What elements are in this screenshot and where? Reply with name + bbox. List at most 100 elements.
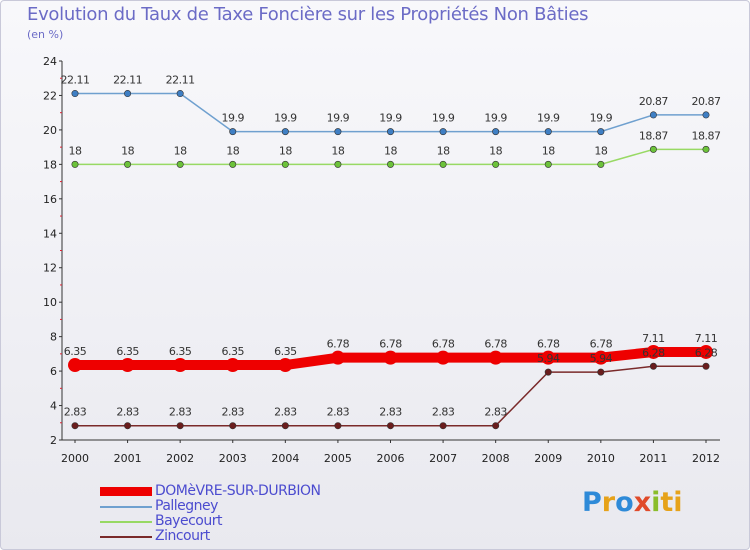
- data-label: 2.83: [379, 406, 402, 419]
- data-point: [383, 350, 398, 365]
- data-label: 18: [594, 144, 607, 157]
- data-point: [646, 344, 661, 359]
- data-label: 19.9: [222, 112, 245, 125]
- data-point: [597, 128, 605, 136]
- data-point: [439, 128, 447, 136]
- data-label: 6.78: [432, 338, 455, 351]
- data-point: [278, 358, 293, 373]
- y-tick-label: 24: [43, 55, 57, 68]
- data-label: 6.35: [274, 345, 297, 358]
- data-point: [702, 111, 710, 119]
- data-point: [702, 145, 710, 153]
- data-label: 2.83: [116, 406, 139, 419]
- x-tick-label: 2005: [324, 452, 352, 465]
- data-label: 6.78: [327, 338, 350, 351]
- data-point: [120, 358, 135, 373]
- data-point: [281, 422, 289, 430]
- data-label: 22.11: [61, 74, 90, 87]
- x-tick-label: 2008: [482, 452, 510, 465]
- y-tick-label: 8: [50, 331, 57, 344]
- x-tick-label: 2012: [692, 452, 720, 465]
- y-tick-label: 12: [43, 262, 57, 275]
- data-point: [330, 350, 345, 365]
- data-label: 22.11: [113, 74, 142, 87]
- logo-letter: P: [582, 487, 602, 518]
- data-point: [492, 422, 500, 430]
- data-point: [702, 362, 710, 370]
- data-label: 6.28: [695, 346, 718, 359]
- data-point: [281, 128, 289, 136]
- data-point: [386, 128, 394, 136]
- data-label: 19.9: [274, 112, 297, 125]
- data-label: 6.78: [537, 338, 560, 351]
- data-label: 6.35: [222, 345, 245, 358]
- y-tick-label: 4: [50, 400, 57, 413]
- data-label: 18: [331, 144, 344, 157]
- x-tick-label: 2001: [114, 452, 142, 465]
- data-label: 2.83: [274, 406, 297, 419]
- data-point: [281, 160, 289, 168]
- x-tick-label: 2007: [429, 452, 457, 465]
- data-point: [544, 368, 552, 376]
- data-label: 19.9: [590, 112, 613, 125]
- data-point: [544, 160, 552, 168]
- y-tick-label: 10: [43, 296, 57, 309]
- data-label: 18.87: [692, 129, 721, 142]
- data-point: [229, 422, 237, 430]
- x-tick-label: 2003: [219, 452, 247, 465]
- data-label: 2.83: [169, 406, 192, 419]
- data-label: 6.35: [64, 345, 87, 358]
- data-point: [649, 145, 657, 153]
- data-label: 19.9: [379, 112, 402, 125]
- data-label: 6.28: [642, 346, 665, 359]
- data-label: 7.11: [642, 332, 665, 345]
- x-tick-label: 2004: [271, 452, 299, 465]
- data-point: [649, 111, 657, 119]
- data-label: 6.78: [379, 338, 402, 351]
- legend-swatch: [100, 536, 152, 538]
- logo-letter: x: [633, 487, 652, 518]
- legend-label: Zincourt: [155, 528, 210, 544]
- data-label: 19.9: [537, 112, 560, 125]
- x-tick-label: 2006: [377, 452, 405, 465]
- data-label: 19.9: [484, 112, 507, 125]
- y-tick-label: 16: [43, 193, 57, 206]
- data-point: [386, 160, 394, 168]
- data-point: [439, 422, 447, 430]
- data-point: [176, 90, 184, 98]
- data-point: [124, 422, 132, 430]
- x-tick-label: 2002: [166, 452, 194, 465]
- data-point: [173, 358, 188, 373]
- data-label: 18: [279, 144, 292, 157]
- data-point: [124, 90, 132, 98]
- data-point: [124, 160, 132, 168]
- data-label: 19.9: [327, 112, 350, 125]
- y-tick-label: 2: [50, 434, 57, 447]
- data-label: 6.35: [116, 345, 139, 358]
- data-point: [649, 362, 657, 370]
- legend-swatch: [100, 487, 152, 496]
- logo-letter: o: [615, 487, 634, 518]
- data-label: 18: [121, 144, 134, 157]
- data-label: 18: [174, 144, 187, 157]
- data-point: [544, 128, 552, 136]
- data-label: 18: [69, 144, 82, 157]
- data-label: 5.94: [590, 352, 613, 365]
- data-label: 5.94: [537, 352, 560, 365]
- data-point: [225, 358, 240, 373]
- data-label: 19.9: [432, 112, 455, 125]
- logo-letter: r: [601, 487, 616, 518]
- data-label: 18: [489, 144, 502, 157]
- data-point: [334, 422, 342, 430]
- y-tick-label: 18: [43, 158, 57, 171]
- data-label: 20.87: [639, 95, 668, 108]
- data-labels: 6.35 6.35 6.35 6.35 6.35 6.78 6.78 6.78 6.78 6.78…: [61, 74, 722, 419]
- legend-swatch: [100, 506, 152, 508]
- proxiti-logo: Proxiti: [582, 487, 683, 518]
- data-point: [541, 350, 556, 365]
- x-tick-label: 2000: [61, 452, 89, 465]
- data-label: 18: [384, 144, 397, 157]
- data-point: [229, 128, 237, 136]
